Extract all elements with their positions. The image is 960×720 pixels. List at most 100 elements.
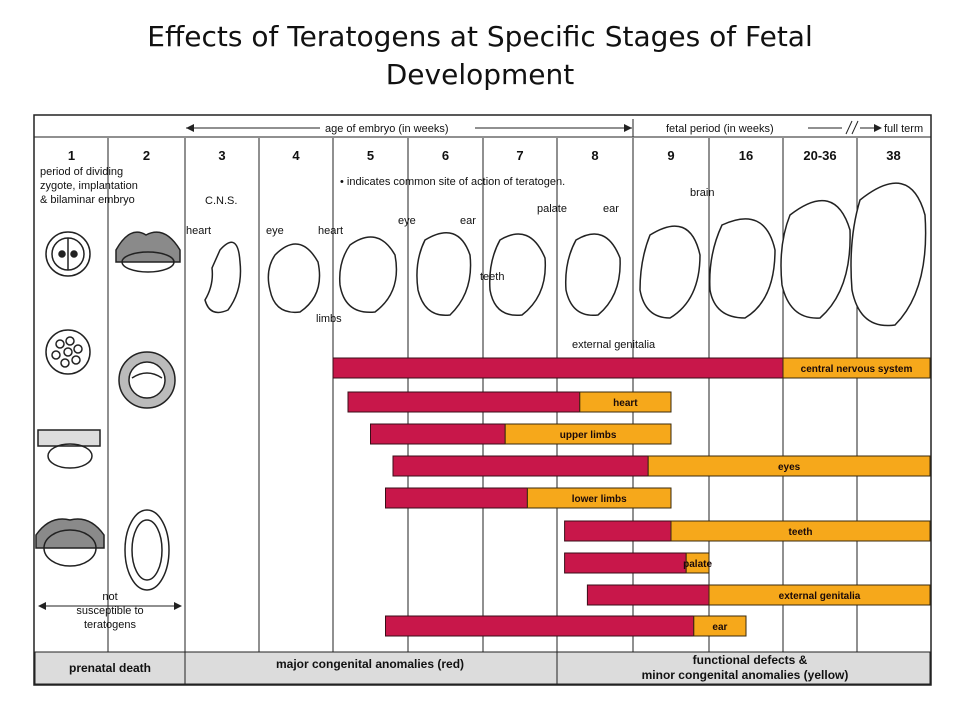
- bar-minor-ear: [693, 615, 747, 637]
- bar-minor-teeth: [670, 520, 931, 542]
- embryo-illustrations: [204, 182, 927, 327]
- label-eye-5: eye: [398, 215, 416, 227]
- embryo-week-6: [416, 232, 472, 317]
- embryo-week-5: [338, 236, 398, 313]
- bar-label: palate: [683, 559, 712, 570]
- bar-major-heart: [347, 391, 581, 413]
- bar-minor-external-genitalia: [708, 584, 931, 606]
- bar-major-teeth: [564, 520, 672, 542]
- implantation-icon-1: [37, 429, 101, 469]
- bar-minor-palate: [685, 552, 710, 574]
- minor-anomalies-line-2: minor congenital anomalies (yellow): [642, 668, 849, 682]
- bar-major-ear: [385, 615, 695, 637]
- period-note-line-3: & bilaminar embryo: [40, 194, 135, 206]
- label-heart-3: heart: [186, 225, 211, 237]
- period-note: period of dividing zygote, implantation …: [40, 166, 138, 206]
- week-label: 9: [667, 148, 674, 163]
- bar-major-lower-limbs: [385, 487, 528, 509]
- bar-minor-eyes: [647, 455, 931, 477]
- age-arrow-head-right: [624, 124, 632, 132]
- week-label: 7: [516, 148, 523, 163]
- week-label: 20-36: [803, 148, 836, 163]
- bar-major-external-genitalia: [586, 584, 710, 606]
- footer-row: prenatal death major congenital anomalie…: [34, 651, 931, 685]
- footer-background: [34, 651, 931, 685]
- label-brain: brain: [690, 187, 714, 199]
- break-mark-2: [851, 120, 859, 135]
- bar-minor-central-nervous-system: [782, 357, 931, 379]
- week-label: 2: [143, 148, 150, 163]
- week-label: 16: [739, 148, 753, 163]
- major-anomalies-label: major congenital anomalies (red): [276, 657, 464, 671]
- period-note-line-1: period of dividing: [40, 166, 123, 178]
- not-susceptible-line-2: susceptible to: [76, 605, 143, 617]
- header-row: age of embryo (in weeks) fetal period (i…: [186, 119, 923, 137]
- title-line-1: Effects of Teratogens at Specific Stages…: [147, 20, 813, 53]
- embryo-week-7: [488, 233, 547, 317]
- implantation-icon-2: [35, 518, 105, 567]
- anatomy-labels: C.N.S. heart eye heart eye ear teeth lim…: [186, 187, 714, 351]
- week-label: 6: [442, 148, 449, 163]
- not-susceptible-arrow-left: [38, 602, 46, 610]
- prenatal-death-label: prenatal death: [69, 661, 151, 675]
- week-label: 1: [68, 148, 75, 163]
- bar-label: central nervous system: [801, 364, 913, 375]
- bar-label: teeth: [789, 527, 813, 538]
- bilaminar-icon-1: [115, 231, 181, 273]
- label-ear-8: ear: [603, 203, 619, 215]
- label-eye-4: eye: [266, 225, 284, 237]
- bar-label: ear: [712, 622, 727, 633]
- period-note-line-2: zygote, implantation: [40, 180, 138, 192]
- embryo-week-8: [564, 233, 621, 317]
- label-external-genitalia: external genitalia: [572, 339, 656, 351]
- embryo-week-4: [267, 243, 321, 314]
- week-label: 4: [292, 148, 300, 163]
- fullterm-arrow-head: [874, 124, 882, 132]
- fetus-week-20-36: [780, 199, 851, 319]
- week-labels: 1 2 3 4 5 6 7 8 9 16 20-36 38: [68, 148, 901, 163]
- bar-label: upper limbs: [560, 430, 617, 441]
- bar-label: external genitalia: [779, 591, 861, 602]
- age-arrow-head-left: [186, 124, 194, 132]
- week-label: 38: [886, 148, 900, 163]
- not-susceptible-arrow-right: [174, 602, 182, 610]
- age-of-embryo-label: age of embryo (in weeks): [325, 123, 449, 135]
- fetus-week-16: [709, 218, 776, 319]
- not-susceptible-note: not susceptible to teratogens: [38, 591, 182, 631]
- fetus-week-9: [639, 225, 701, 319]
- bar-label: heart: [613, 398, 638, 409]
- break-mark-1: [845, 120, 853, 135]
- label-heart-5: heart: [318, 225, 343, 237]
- week-label: 3: [218, 148, 225, 163]
- bar-label: lower limbs: [572, 494, 627, 505]
- bar-minor-lower-limbs: [526, 487, 672, 509]
- label-ear-6: ear: [460, 215, 476, 227]
- bar-major-palate: [564, 552, 687, 574]
- bar-major-upper-limbs: [370, 423, 506, 445]
- week-label: 8: [591, 148, 598, 163]
- bar-minor-heart: [579, 391, 672, 413]
- slide-title: Effects of Teratogens at Specific Stages…: [0, 18, 960, 94]
- label-palate: palate: [537, 203, 567, 215]
- label-cns: C.N.S.: [205, 195, 237, 207]
- morula-icon: [45, 329, 91, 375]
- bilaminar-icon-3: [124, 509, 170, 591]
- fetal-period-label: fetal period (in weeks): [666, 123, 774, 135]
- embryo-week-3: [204, 241, 242, 314]
- bar-major-central-nervous-system: [332, 357, 784, 379]
- bar-minor-upper-limbs: [504, 423, 672, 445]
- minor-anomalies-line-1: functional defects &: [693, 653, 808, 667]
- bar-major-eyes: [392, 455, 649, 477]
- bilaminar-icon-2: [118, 351, 176, 409]
- chart-frame: [33, 114, 932, 686]
- sensitivity-bars: central nervous system heart upper limbs ey…: [332, 357, 931, 637]
- title-line-2: Development: [385, 58, 575, 91]
- common-site-note: • indicates common site of action of ter…: [340, 176, 565, 188]
- label-teeth: teeth: [480, 271, 504, 283]
- label-limbs: limbs: [316, 313, 342, 325]
- fetus-week-38: [850, 182, 927, 327]
- not-susceptible-line-3: teratogens: [84, 619, 136, 631]
- full-term-label: full term: [884, 123, 923, 135]
- zygote-two-cell-icon: [45, 231, 91, 277]
